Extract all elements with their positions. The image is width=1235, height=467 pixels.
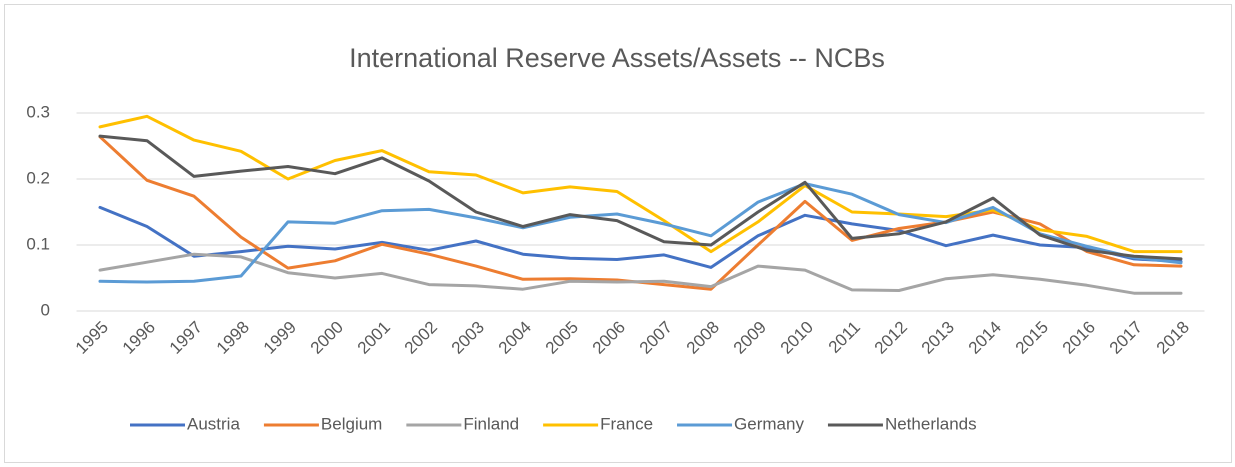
y-tick-label: 0 xyxy=(41,300,50,319)
line-series xyxy=(98,134,1183,261)
legend-label: Finland xyxy=(463,414,519,433)
y-tick-label: 0.2 xyxy=(26,168,50,187)
legend-label: Austria xyxy=(187,414,240,433)
line-series xyxy=(98,182,1183,284)
legend-label: Netherlands xyxy=(885,414,977,433)
legend-label: France xyxy=(600,414,653,433)
legend-label: Belgium xyxy=(321,414,382,433)
y-tick-label: 0.1 xyxy=(26,234,50,253)
chart-border xyxy=(4,4,1232,463)
line-series xyxy=(98,205,1183,269)
y-tick-label: 0.3 xyxy=(26,102,50,121)
legend-label: Germany xyxy=(734,414,804,433)
chart-title: International Reserve Assets/Assets -- N… xyxy=(349,43,885,73)
line-series xyxy=(98,252,1183,295)
